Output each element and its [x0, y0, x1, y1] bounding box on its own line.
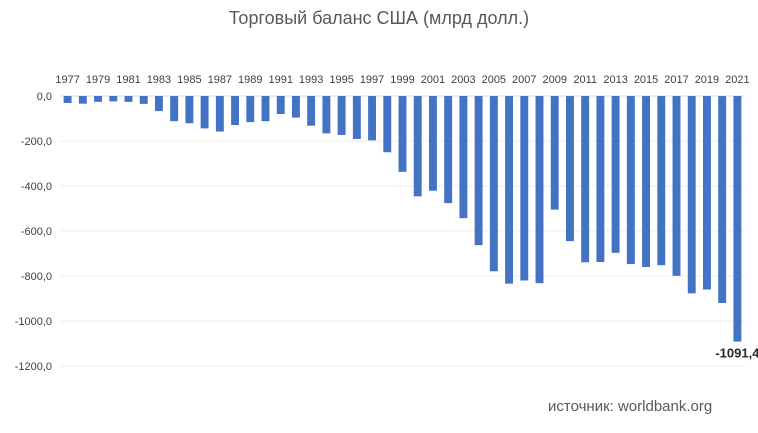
bar-1985: [185, 96, 194, 124]
gridlines: [60, 95, 745, 367]
bar-2017: [672, 96, 681, 276]
bar-1997: [368, 96, 377, 141]
x-tick-label: 2001: [421, 74, 445, 86]
bar-2012: [596, 96, 605, 263]
y-tick-label: -800,0: [21, 271, 52, 283]
bar-2004: [474, 96, 483, 246]
bar-2001: [428, 96, 437, 191]
bar-2011: [581, 96, 590, 263]
bar-2009: [550, 96, 559, 210]
bar-1977: [63, 96, 72, 103]
y-tick-label: -600,0: [21, 226, 52, 238]
bar-2015: [642, 96, 651, 267]
x-tick-label: 1997: [360, 74, 384, 86]
y-axis-ticks: 0,0 -200,0 -400,0 -600,0 -800,0 -1000,0 -1200,…: [15, 91, 52, 373]
data-label-2021: -1091,4: [715, 346, 758, 361]
x-tick-label: 2005: [482, 74, 506, 86]
bar-1993: [307, 96, 316, 126]
x-tick-label: 1987: [208, 74, 232, 86]
bar-1981: [124, 96, 133, 102]
bar-1994: [322, 96, 331, 134]
bar-1989: [246, 96, 255, 123]
bar-1990: [261, 96, 270, 122]
bar-2016: [657, 96, 666, 266]
y-tick-label: 0,0: [37, 91, 52, 103]
bar-1986: [200, 96, 209, 129]
x-tick-label: 1981: [116, 74, 140, 86]
bar-1999: [398, 96, 407, 172]
bar-2010: [565, 96, 574, 242]
bar-2006: [505, 96, 514, 284]
x-tick-label: 2003: [451, 74, 475, 86]
x-tick-label: 1985: [177, 74, 201, 86]
bar-1983: [154, 96, 163, 112]
bar-2013: [611, 96, 620, 253]
x-tick-label: 2015: [634, 74, 658, 86]
x-tick-label: 1993: [299, 74, 323, 86]
x-tick-label: 2011: [573, 74, 597, 86]
bar-1979: [94, 96, 103, 102]
bar-2008: [535, 96, 544, 284]
y-tick-label: -1200,0: [15, 361, 52, 373]
bar-1996: [352, 96, 361, 139]
bar-2002: [444, 96, 453, 204]
bar-2018: [687, 96, 696, 294]
bar-1995: [337, 96, 346, 135]
bar-2020: [718, 96, 727, 303]
x-tick-label: 2007: [512, 74, 536, 86]
x-tick-label: 1989: [238, 74, 262, 86]
x-axis-ticks: 1977 1979 1981 1983 1985 1987 1989 1991 1993 1995…: [55, 74, 749, 86]
bars: [63, 96, 742, 342]
bar-1991: [276, 96, 285, 114]
source-note: источник: worldbank.org: [548, 398, 713, 415]
y-tick-label: -1000,0: [15, 316, 52, 328]
x-tick-label: 1977: [55, 74, 79, 86]
data-labels: -1091,4: [715, 346, 758, 361]
bar-2014: [626, 96, 635, 265]
bar-2019: [702, 96, 711, 290]
bar-1998: [383, 96, 392, 153]
y-tick-label: -200,0: [21, 136, 52, 148]
chart-title: Торговый баланс США (млрд долл.): [228, 8, 530, 28]
x-tick-label: 1999: [390, 74, 414, 86]
x-tick-label: 2013: [603, 74, 627, 86]
bar-1992: [291, 96, 300, 118]
x-tick-label: 2009: [542, 74, 566, 86]
x-tick-label: 2019: [695, 74, 719, 86]
bar-1978: [78, 96, 87, 104]
bar-1988: [231, 96, 240, 126]
bar-1987: [215, 96, 224, 132]
bar-1982: [139, 96, 148, 104]
bar-2000: [413, 96, 422, 197]
bar-2005: [489, 96, 498, 272]
bar-2021: [733, 96, 742, 342]
x-tick-label: 2021: [725, 74, 749, 86]
x-tick-label: 2017: [664, 74, 688, 86]
bar-1984: [170, 96, 179, 122]
bar-2007: [520, 96, 529, 281]
bar-2003: [459, 96, 468, 219]
x-tick-label: 1991: [268, 74, 292, 86]
x-tick-label: 1983: [147, 74, 171, 86]
y-tick-label: -400,0: [21, 181, 52, 193]
bar-1980: [109, 96, 118, 102]
x-tick-label: 1995: [329, 74, 353, 86]
x-tick-label: 1979: [86, 74, 110, 86]
